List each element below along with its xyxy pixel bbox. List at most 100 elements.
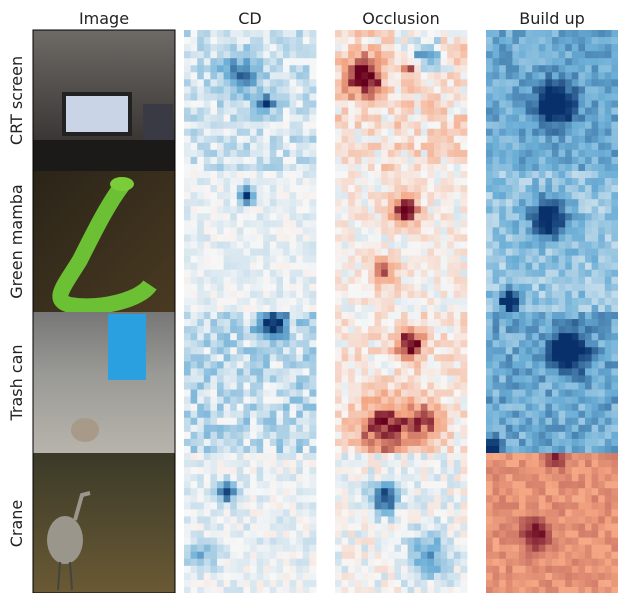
heat-cell (571, 572, 579, 581)
heat-cell (223, 206, 231, 214)
heat-cell (591, 319, 599, 327)
heat-cell (427, 495, 435, 503)
heat-cell (190, 213, 198, 221)
heat-cell (578, 396, 586, 405)
heat-cell (243, 354, 251, 362)
heat-cell (525, 453, 533, 461)
heat-cell (414, 283, 422, 292)
heat-cell (387, 178, 395, 186)
heat-cell (203, 65, 211, 73)
heat-cell (230, 255, 238, 264)
heat-cell (250, 276, 257, 285)
heat-cell (552, 537, 559, 546)
heat-cell (571, 283, 579, 292)
heat-cell (236, 438, 244, 447)
heat-cell (283, 213, 290, 221)
heat-cell (499, 319, 507, 327)
heat-cell (368, 121, 375, 130)
heat-cell (203, 312, 211, 320)
heat-cell (420, 185, 428, 193)
heat-cell (492, 163, 500, 172)
heat-cell (525, 199, 533, 207)
heat-cell (374, 382, 382, 390)
heat-cell (269, 495, 277, 503)
heat-cell (420, 410, 428, 419)
heat-cell (578, 445, 586, 454)
heat-cell (545, 502, 553, 510)
heat-cell (532, 495, 540, 503)
heat-cell (571, 509, 579, 517)
heat-cell (492, 326, 500, 334)
heat-cell (460, 192, 468, 200)
heat-cell (578, 220, 586, 228)
heat-cell (434, 262, 441, 271)
heat-cell (203, 572, 211, 581)
heat-cell (210, 516, 218, 524)
heat-cell (486, 185, 493, 193)
heat-cell (374, 135, 382, 144)
heat-cell (348, 551, 356, 560)
heat-cell (532, 502, 540, 510)
heat-cell (341, 579, 349, 588)
heat-cell (263, 227, 271, 235)
heat-cell (256, 396, 264, 405)
heat-cell (289, 389, 297, 397)
heat-cell (571, 206, 579, 214)
heat-cell (276, 255, 284, 264)
heat-cell (525, 128, 533, 137)
heat-cell (243, 403, 251, 412)
heat-cell (492, 93, 500, 101)
heat-cell (269, 100, 277, 108)
heat-cell (197, 347, 205, 355)
heat-cell (414, 354, 422, 362)
heat-cell (296, 424, 304, 433)
heat-cell (492, 206, 500, 214)
heat-cell (578, 319, 586, 327)
heat-cell (197, 474, 205, 482)
heat-cell (210, 72, 218, 80)
heat-cell (387, 79, 395, 87)
heat-cell (591, 51, 599, 59)
heatmap (486, 453, 618, 595)
heat-cell (538, 410, 546, 419)
heat-cell (368, 65, 375, 73)
heat-cell (250, 58, 257, 66)
heat-cell (394, 558, 402, 567)
heat-cell (571, 481, 579, 489)
heat-cell (453, 544, 461, 553)
heat-cell (368, 537, 375, 546)
heat-cell (401, 326, 408, 334)
heatmap (184, 171, 317, 313)
heat-cell (276, 319, 284, 327)
heat-cell (387, 163, 395, 172)
heat-cell (184, 213, 191, 221)
heat-cell (558, 37, 566, 45)
heat-cell (434, 431, 441, 440)
heat-cell (401, 382, 408, 390)
heat-cell (394, 537, 402, 546)
heat-cell (525, 488, 533, 496)
heat-cell (210, 93, 218, 101)
heat-cell (361, 361, 369, 369)
heat-cell (236, 347, 244, 355)
heat-cell (401, 192, 408, 200)
heat-cell (407, 544, 415, 553)
heat-cell (296, 51, 304, 59)
heat-cell (571, 368, 579, 376)
heat-cell (558, 220, 566, 228)
heat-cell (210, 530, 218, 538)
heat-cell (309, 544, 317, 553)
heat-cell (565, 142, 573, 151)
heat-cell (197, 37, 205, 45)
heatmap (184, 312, 317, 454)
heat-cell (447, 354, 455, 362)
heat-cell (374, 460, 382, 468)
heat-cell (269, 114, 277, 123)
heat-cell (269, 368, 277, 376)
heat-cell (197, 100, 205, 108)
heat-cell (552, 276, 559, 285)
heat-cell (276, 467, 284, 475)
heat-cell (585, 86, 592, 94)
heat-cell (453, 255, 461, 264)
heat-cell (565, 79, 573, 87)
